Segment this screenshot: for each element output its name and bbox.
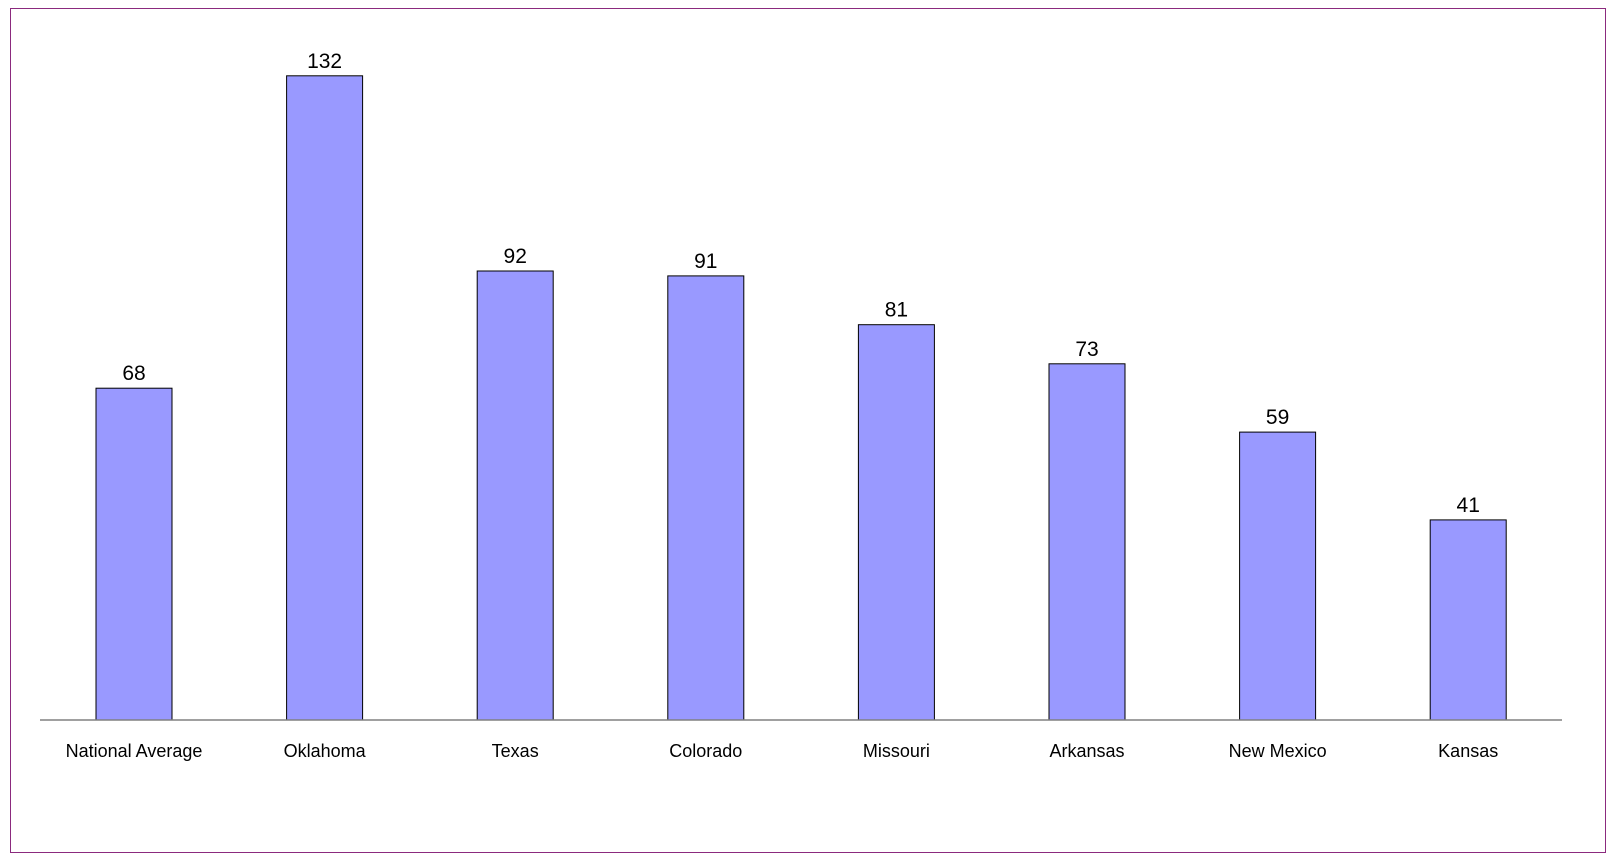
category-label-national-average: National Average	[66, 741, 203, 761]
value-label-national-average: 68	[122, 362, 145, 385]
bar-new-mexico	[1239, 431, 1317, 721]
bar-oklahoma	[286, 75, 364, 721]
bar-arkansas	[1048, 363, 1126, 721]
bar-colorado	[667, 275, 745, 721]
category-label-new-mexico: New Mexico	[1229, 741, 1327, 761]
value-label-texas: 92	[504, 245, 527, 268]
category-label-arkansas: Arkansas	[1049, 741, 1124, 761]
value-label-arkansas: 73	[1075, 338, 1098, 361]
bar-texas	[476, 270, 554, 721]
category-label-colorado: Colorado	[669, 741, 742, 761]
value-labels-layer: 68 132 92 91 81 73 59 41	[122, 50, 1480, 517]
chart-frame	[10, 8, 1606, 853]
bars-layer	[95, 75, 1507, 721]
value-label-kansas: 41	[1457, 494, 1480, 517]
category-label-texas: Texas	[492, 741, 539, 761]
value-label-colorado: 91	[694, 250, 717, 273]
value-label-missouri: 81	[885, 299, 908, 322]
value-label-new-mexico: 59	[1266, 406, 1289, 429]
category-labels-layer: National Average Oklahoma Texas Colorado Mis…	[66, 741, 1499, 761]
category-label-missouri: Missouri	[863, 741, 930, 761]
category-label-kansas: Kansas	[1438, 741, 1498, 761]
bar-kansas	[1429, 519, 1507, 721]
value-label-oklahoma: 132	[307, 50, 342, 73]
category-label-oklahoma: Oklahoma	[284, 741, 367, 761]
bar-national-average	[95, 387, 173, 721]
bar-missouri	[857, 324, 935, 721]
